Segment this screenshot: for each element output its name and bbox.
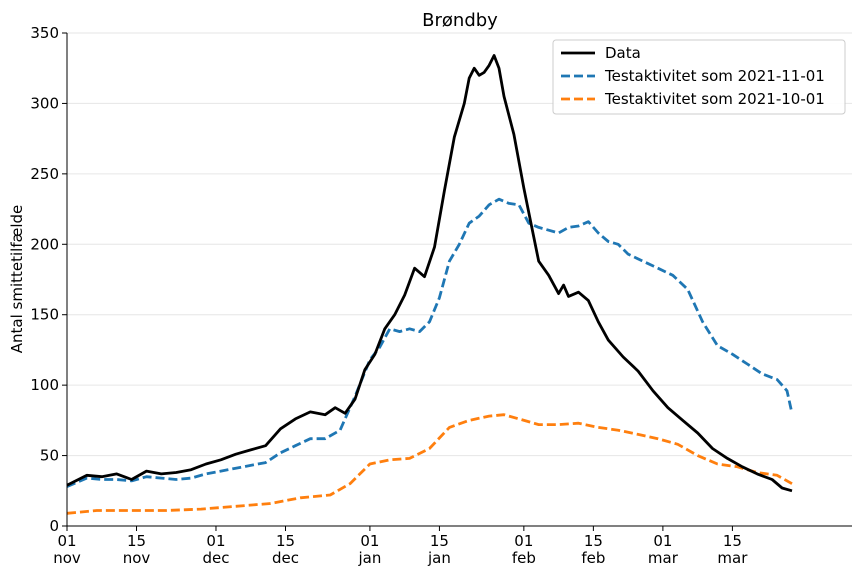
legend-label-1: Testaktivitet som 2021-11-01 bbox=[604, 67, 825, 85]
chart-title: Brøndby bbox=[422, 10, 498, 31]
x-tick-month-label: jan bbox=[357, 549, 381, 567]
x-tick-day-label: 15 bbox=[276, 532, 295, 550]
x-tick-month-label: feb bbox=[512, 549, 536, 567]
x-tick-day-label: 01 bbox=[57, 532, 76, 550]
y-tick-label: 250 bbox=[30, 165, 59, 183]
series-line-1 bbox=[66, 197, 794, 488]
x-tick-month-label: mar bbox=[717, 549, 748, 567]
legend-label-2: Testaktivitet som 2021-10-01 bbox=[604, 90, 825, 108]
x-tick-month-label: feb bbox=[581, 549, 605, 567]
y-tick-label: 100 bbox=[30, 376, 59, 394]
x-tick-month-label: nov bbox=[123, 549, 151, 567]
x-tick-month-label: dec bbox=[202, 549, 229, 567]
series-line-2 bbox=[66, 413, 793, 515]
x-tick-day-label: 15 bbox=[127, 532, 146, 550]
y-tick-label: 300 bbox=[30, 94, 59, 112]
legend: Data Testaktivitet som 2021-11-01 Testakti… bbox=[552, 39, 846, 115]
y-tick-label: 350 bbox=[30, 24, 59, 42]
x-tick-month-label: jan bbox=[427, 549, 451, 567]
x-tick-day-label: 15 bbox=[723, 532, 742, 550]
legend-frame bbox=[552, 39, 846, 115]
x-tick-day-label: 15 bbox=[430, 532, 449, 550]
x-tick-month-label: dec bbox=[272, 549, 299, 567]
y-tick-label: 200 bbox=[30, 235, 59, 253]
y-tick-label: 0 bbox=[49, 517, 59, 535]
x-tick-day-label: 01 bbox=[653, 532, 672, 550]
axes: 05010015020025030035001nov15nov01dec15de… bbox=[30, 24, 852, 567]
x-tick-day-label: 01 bbox=[206, 532, 225, 550]
series-line-0 bbox=[66, 54, 793, 493]
x-tick-day-label: 15 bbox=[584, 532, 603, 550]
x-tick-month-label: mar bbox=[648, 549, 679, 567]
legend-label-0: Data bbox=[605, 44, 641, 62]
x-tick-day-label: 01 bbox=[360, 532, 379, 550]
y-axis-label: Antal smittetilfælde bbox=[8, 205, 26, 354]
x-tick-month-label: nov bbox=[53, 549, 81, 567]
x-tick-day-label: 01 bbox=[514, 532, 533, 550]
y-tick-label: 150 bbox=[30, 306, 59, 324]
y-tick-label: 50 bbox=[40, 447, 59, 465]
series-lines bbox=[66, 54, 794, 515]
